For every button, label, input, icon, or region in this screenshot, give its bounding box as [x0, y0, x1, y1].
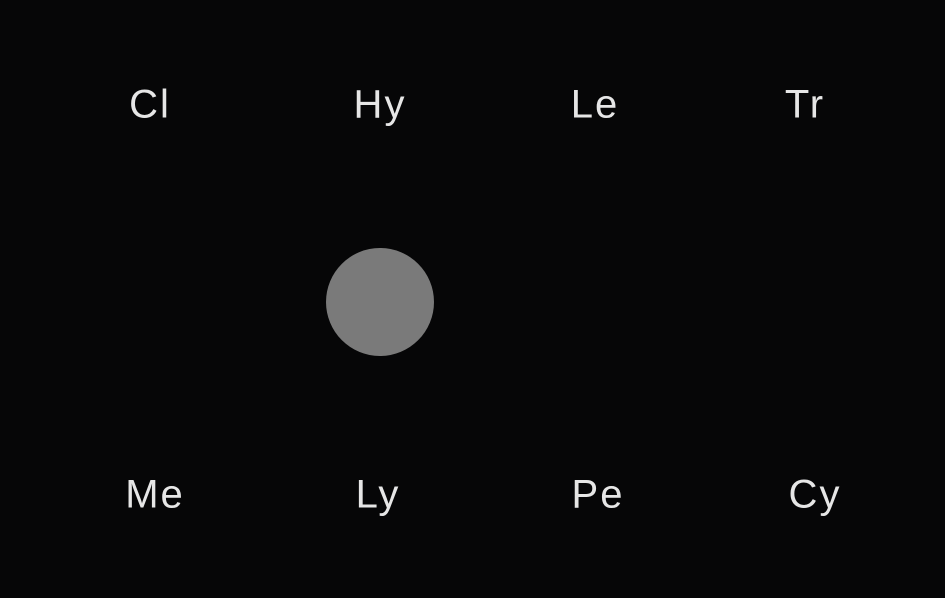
- label-tr: Tr: [785, 83, 825, 128]
- label-hy: Hy: [354, 83, 407, 128]
- label-pe: Pe: [572, 473, 625, 518]
- label-cl: Cl: [129, 83, 171, 128]
- hy-spot: [326, 248, 434, 356]
- blot-canvas: Cl Hy Le Tr Me Ly Pe Cy: [0, 0, 945, 598]
- label-me: Me: [125, 473, 185, 518]
- label-cy: Cy: [789, 473, 842, 518]
- label-ly: Ly: [356, 473, 401, 518]
- label-le: Le: [571, 83, 620, 128]
